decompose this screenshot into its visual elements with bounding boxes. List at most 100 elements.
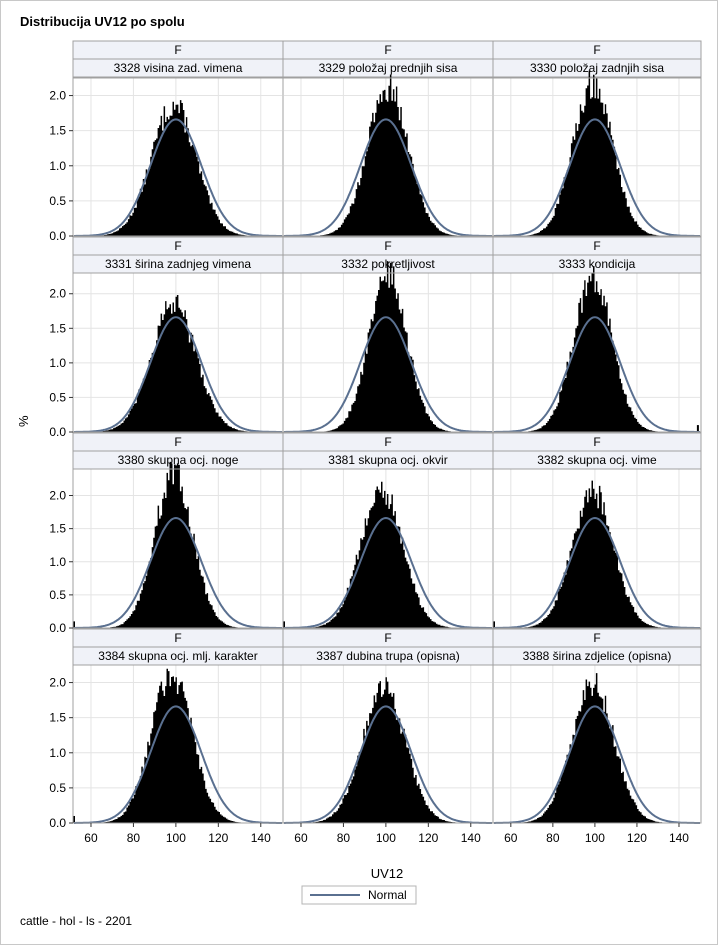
panel-group-label: F [174,631,181,645]
normal-curve [284,516,492,629]
panel-group-label: F [593,435,600,449]
y-tick-label: 0.5 [49,194,66,208]
histogram-bars [522,480,664,628]
x-tick-label: 100 [376,831,396,845]
y-tick-label: 2.0 [49,489,66,503]
x-tick-label: 80 [546,831,560,845]
chart-title: Distribucija UV12 po spolu [20,14,185,29]
histogram-outlier-bar [696,425,699,432]
panel: F 3331 širina zadnjeg vimena 0.0 0.5 1.0 1.5 2… [49,236,284,439]
normal-curve [74,516,282,629]
x-tick-label: 140 [461,831,481,845]
panel-group-label: F [174,435,181,449]
panel-group-label: F [593,43,600,57]
y-tick-label: 0.0 [49,229,66,243]
panel-group-label: F [174,239,181,253]
y-tick-label: 0.0 [49,425,66,439]
normal-curve [494,516,700,629]
y-tick-label: 1.0 [49,159,66,173]
panel-trait-label: 3333 kondicija [559,257,636,271]
histogram-bars [98,295,250,432]
histogram-bars [323,261,454,432]
panel-trait-label: 3382 skupna ocj. vime [537,453,657,467]
y-tick-label: 1.5 [49,711,66,725]
panel: F3332 pokretljivost [282,236,494,433]
panel-group-label: F [384,631,391,645]
x-axis-label: UV12 [371,866,404,881]
panel-border [492,664,702,824]
normal-curve [284,316,492,433]
x-tick-label: 100 [166,831,186,845]
panel-group-label: F [593,239,600,253]
panel: F 3381 skupna ocj. okvir [282,432,494,629]
histogram-bars [525,70,661,236]
histogram-outlier-bar [493,621,495,628]
y-tick-label: 0.0 [49,816,66,830]
x-tick-label: 140 [669,831,689,845]
y-tick-label: 2.0 [49,287,66,301]
panel: F 3329 položaj prednjih sisa [282,40,494,237]
y-tick-label: 1.5 [49,522,66,536]
panel-trait-label: 3384 skupna ocj. mlj. karakter [98,649,257,663]
histogram-outlier-bar [73,621,75,628]
panel-trait-label: 3380 skupna ocj. noge [118,453,239,467]
panel-trait-label: 3331 širina zadnjeg vimena [105,257,251,271]
panel-border [492,77,702,237]
panel-group-label: F [384,435,391,449]
normal-curve [494,705,700,824]
y-tick-label: 1.5 [49,321,66,335]
x-tick-label: 80 [337,831,351,845]
panel-trait-label: 3388 širina zdjelice (opisna) [523,649,672,663]
y-tick-label: 0.5 [49,588,66,602]
panel-border [492,468,702,629]
panel-trait-label: 3329 položaj prednjih sisa [319,61,458,75]
normal-curve [74,118,282,237]
panel: F 3328 visina zad. vimena 0.0 0.5 1.0 1.5 2.0 [49,40,284,243]
y-tick-label: 1.0 [49,356,66,370]
x-tick-label: 60 [504,831,518,845]
histogram-bars [318,74,459,236]
panel-group-label: F [384,239,391,253]
legend: Normal [301,885,417,905]
histogram-bars [520,673,666,823]
normal-curve [284,705,492,824]
panel: F 3333 kondicija [492,236,702,433]
panel: F 3330 položaj zadnjih sisa [492,40,702,237]
x-tick-label: 60 [84,831,98,845]
panel: F 3384 skupna ocj. mlj. karakter 0.0 0.5 1.0… [49,628,284,845]
panel-group-label: F [384,43,391,57]
panel: F 3382 skupna ocj. vime [492,432,702,629]
x-tick-label: 120 [208,831,228,845]
y-tick-label: 0.0 [49,621,66,635]
panel-trait-header [492,58,702,78]
panel-trait-label: 3330 položaj zadnjih sisa [530,61,664,75]
panel: F 3388 širina zdjelice (opisna) 60 80 100 120… [492,628,702,845]
x-tick-label: 100 [585,831,605,845]
footnote: cattle - hol - ls - 2201 [20,914,133,928]
normal-curve [284,118,492,237]
histogram-bars [101,668,243,823]
x-tick-label: 60 [294,831,308,845]
histogram-outlier-bar [283,621,285,628]
histogram-bars [107,461,240,628]
x-tick-label: 140 [251,831,271,845]
panel-group-label: F [593,631,600,645]
x-tick-label: 80 [127,831,141,845]
x-tick-label: 120 [418,831,438,845]
histogram-outlier-bar [73,815,75,823]
y-tick-label: 0.5 [49,390,66,404]
panel-trait-label: 3381 skupna ocj. okvir [328,453,447,467]
panel: F 3380 skupna ocj. noge 0.0 0.5 1.0 1.5 2.0 [49,432,284,635]
panel-group-label: F [174,43,181,57]
panel-trait-label: 3328 visina zad. vimena [114,61,243,75]
normal-curve [494,316,700,433]
histogram-bars [309,677,457,823]
normal-curve [74,705,282,824]
panel-border [492,272,702,433]
x-tick-label: 120 [627,831,647,845]
y-tick-label: 2.0 [49,89,66,103]
legend-label: Normal [368,888,407,902]
y-tick-label: 0.5 [49,781,66,795]
panel-trait-label: 3387 dubina trupa (opisna) [316,649,459,663]
